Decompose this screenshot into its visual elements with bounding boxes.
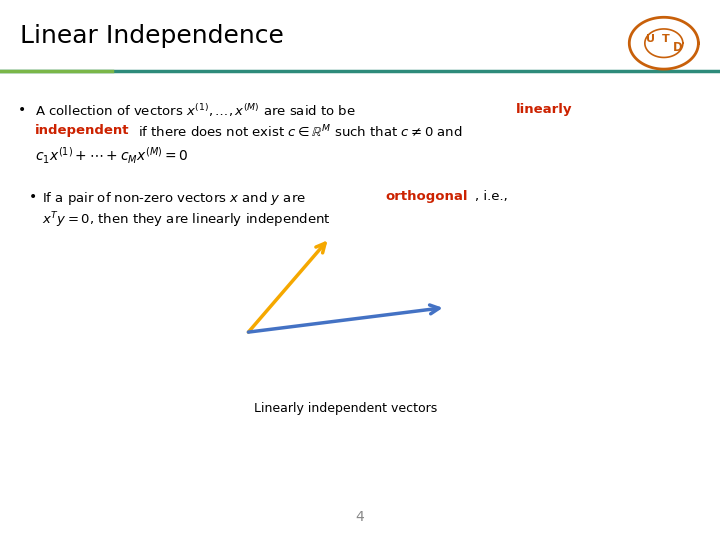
Text: $x^T y = 0$, then they are linearly independent: $x^T y = 0$, then they are linearly inde… (42, 211, 330, 230)
Text: U: U (647, 34, 655, 44)
Text: D: D (673, 41, 683, 54)
Text: linearly: linearly (516, 103, 572, 116)
Text: •: • (18, 103, 26, 117)
Text: $c_1 x^{(1)} + \cdots + c_M x^{(M)} = 0$: $c_1 x^{(1)} + \cdots + c_M x^{(M)} = 0$ (35, 146, 188, 166)
Text: Linearly independent vectors: Linearly independent vectors (254, 402, 437, 415)
Text: A collection of vectors $x^{(1)}, \ldots , x^{(M)}$ are said to be: A collection of vectors $x^{(1)}, \ldots… (35, 103, 356, 119)
Text: independent: independent (35, 124, 129, 137)
Text: orthogonal: orthogonal (385, 190, 468, 203)
Text: 4: 4 (356, 510, 364, 524)
Text: Linear Independence: Linear Independence (20, 24, 284, 48)
Text: T: T (662, 34, 669, 44)
Text: , i.e.,: , i.e., (475, 190, 508, 203)
Text: If a pair of non-zero vectors $x$ and $y$ are: If a pair of non-zero vectors $x$ and $y… (42, 190, 306, 207)
Text: •: • (29, 190, 37, 204)
Text: if there does not exist $c \in \mathbb{R}^M$ such that $c \neq 0$ and: if there does not exist $c \in \mathbb{R… (138, 124, 463, 141)
